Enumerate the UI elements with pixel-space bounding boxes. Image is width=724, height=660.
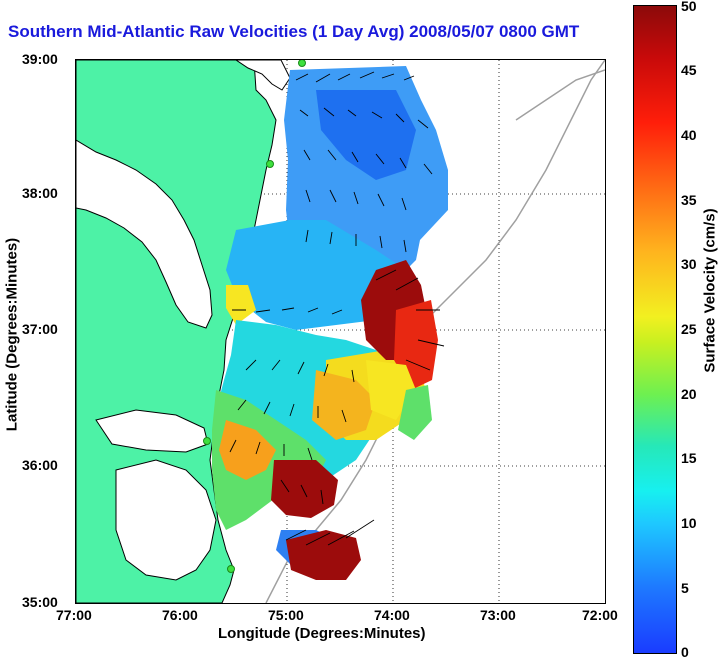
colorbar-tick: 0 [681, 644, 689, 660]
colorbar-tick: 30 [681, 256, 697, 272]
chesapeake-bay [76, 139, 213, 329]
colorbar-tick: 50 [681, 0, 697, 14]
colorbar-tick: 20 [681, 386, 697, 402]
x-tick-label: 76:00 [162, 607, 198, 623]
velocity-colorbar [633, 5, 677, 654]
station-marker [203, 437, 211, 445]
colorbar-tick: 15 [681, 450, 697, 466]
colorbar-tick: 5 [681, 580, 689, 596]
pamlico-sound [115, 459, 217, 581]
x-tick-label: 75:00 [268, 607, 304, 623]
colorbar-title: Surface Velocity (cm/s) [701, 208, 719, 373]
y-axis-title: Latitude (Degrees:Minutes) [3, 237, 21, 432]
station-marker [227, 565, 235, 573]
y-tick-label: 37:00 [22, 321, 58, 337]
delaware-bay [235, 60, 291, 91]
x-axis-title: Longitude (Degrees:Minutes) [218, 625, 426, 642]
colorbar-tick: 40 [681, 127, 697, 143]
velocity-arrows [229, 71, 445, 546]
station-marker [298, 60, 306, 67]
colorbar-tick: 35 [681, 192, 697, 208]
x-tick-label: 73:00 [480, 607, 516, 623]
y-tick-label: 38:00 [22, 185, 58, 201]
station-marker [266, 160, 274, 168]
colorbar-tick: 45 [681, 62, 697, 78]
map-plot-area [75, 59, 606, 604]
x-tick-label: 72:00 [582, 607, 618, 623]
velocity-field [212, 66, 448, 580]
map-title: Southern Mid-Atlantic Raw Velocities (1 … [8, 22, 580, 41]
y-tick-label: 35:00 [22, 594, 58, 610]
colorbar-tick: 25 [681, 321, 697, 337]
y-tick-label: 36:00 [22, 457, 58, 473]
x-tick-label: 74:00 [374, 607, 410, 623]
x-tick-label: 77:00 [56, 607, 92, 623]
colorbar-tick: 10 [681, 515, 697, 531]
hf-radar-stations [203, 60, 306, 573]
y-tick-label: 39:00 [22, 51, 58, 67]
map-canvas [76, 60, 605, 603]
